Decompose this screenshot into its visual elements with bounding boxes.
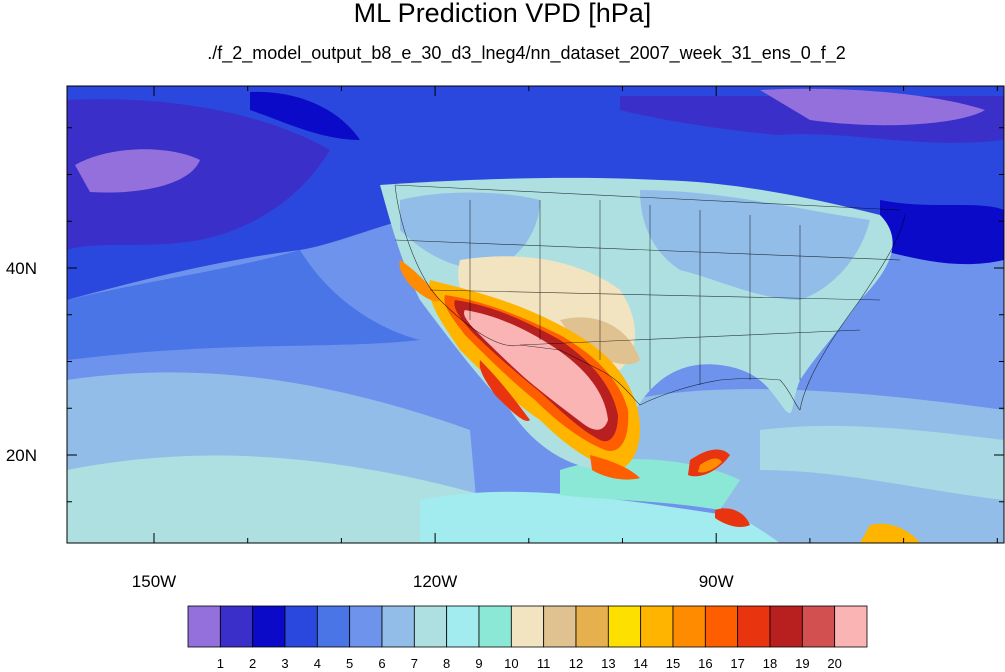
lon-tick-label: 120W [413,572,457,591]
colorbar-swatch [510,605,545,648]
lon-tick-label: 90W [699,572,734,591]
colorbar-swatch [446,605,480,648]
colorbar-swatch [737,605,771,648]
axis-ticks [67,86,1004,543]
colorbar-swatch [316,605,351,648]
colorbar-swatch [478,605,512,648]
axis-labels: 150W 120W 90W 40N 20N [6,259,734,591]
colorbar-label: 19 [795,656,809,671]
colorbar-swatch [219,605,254,648]
colorbar-swatch [575,605,609,648]
colorbar-label: 8 [443,656,450,671]
colorbar-label: 2 [249,656,256,671]
state-boundaries [394,184,906,411]
colorbar-swatch [801,605,836,648]
colorbar-label: 9 [475,656,482,671]
colorbar-label: 7 [411,656,418,671]
colorbar-label: 4 [314,656,321,671]
colorbar-swatch [413,605,448,648]
colorbar-label: 17 [730,656,744,671]
map-subtitle: ./f_2_model_output_b8_e_30_d3_lneg4/nn_d… [207,43,846,63]
colorbar-label: 5 [346,656,353,671]
colorbar-label: 20 [827,656,841,671]
colorbar-swatch [769,605,803,648]
colorbar-label: 11 [537,656,551,671]
colorbar-label: 1 [217,656,224,671]
colorbar-label: 15 [666,656,680,671]
lat-tick-label: 20N [6,446,37,465]
colorbar-label: 14 [633,656,647,671]
colorbar-label: 6 [378,656,385,671]
lon-tick-label: 150W [132,572,176,591]
colorbar-swatch [543,605,577,648]
colorbar-label: 10 [504,656,518,671]
colorbar-label: 13 [601,656,615,671]
colorbar-swatch [704,605,739,648]
colorbar-swatch [187,605,221,648]
colorbar-swatch [672,605,706,648]
colorbar: 1 2 3 4 5 6 7 8 9 10 11 12 13 14 15 16 17 18 19 20 [187,605,868,671]
colorbar-label: 16 [698,656,712,671]
colorbar-label: 12 [569,656,583,671]
colorbar-label: 18 [763,656,777,671]
colorbar-swatch [349,605,383,648]
colorbar-swatch [834,605,868,648]
colorbar-swatch [607,605,642,648]
colorbar-swatch [381,605,415,648]
colorbar-swatch [284,605,318,648]
map-title: ML Prediction VPD [hPa] [353,0,652,28]
colorbar-swatch [252,605,286,648]
colorbar-swatch [640,605,674,648]
lat-tick-label: 40N [6,259,37,278]
vpd-field [67,86,1004,543]
colorbar-label: 3 [281,656,288,671]
